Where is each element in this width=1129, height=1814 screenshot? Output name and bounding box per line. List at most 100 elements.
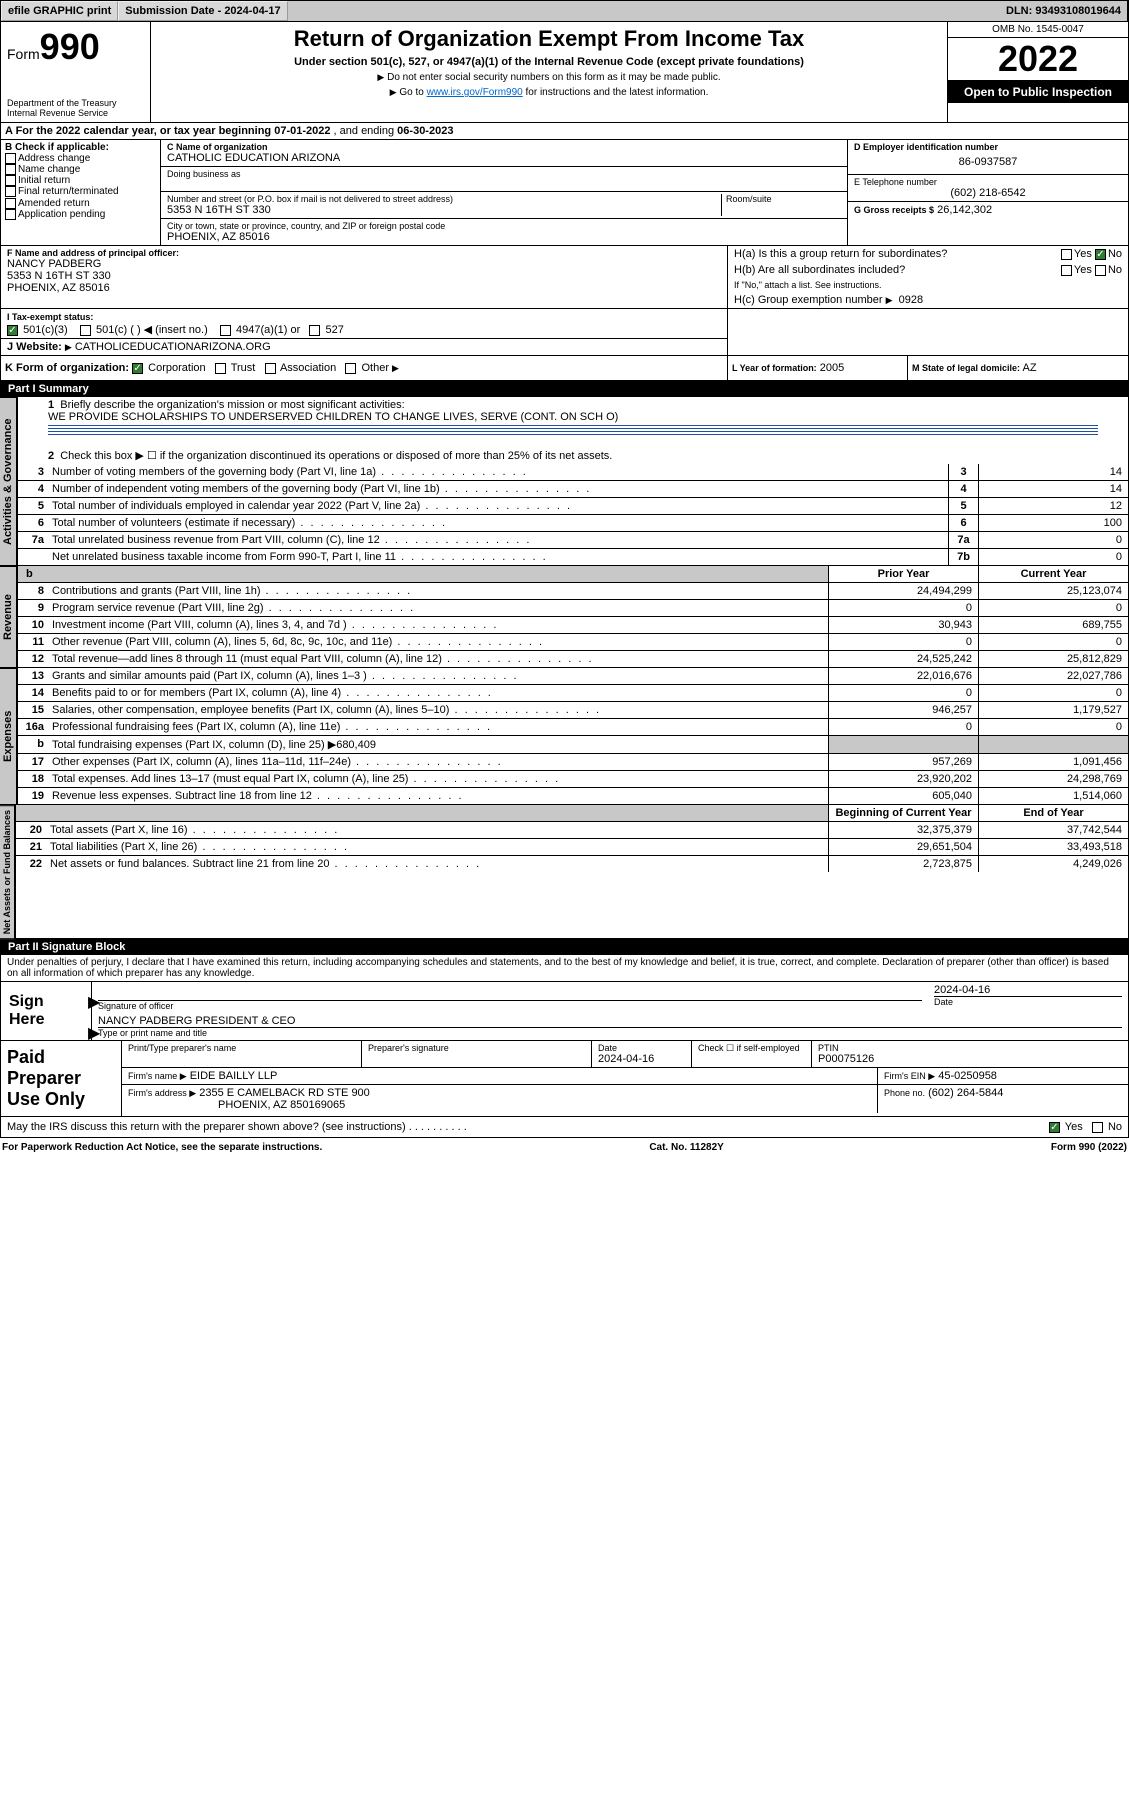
line-num: 6 [18,515,48,531]
line-num [18,549,48,565]
current-value: 4,249,026 [978,856,1128,872]
prior-value: 32,375,379 [828,822,978,838]
efile-print-button[interactable]: efile GRAPHIC print [1,1,118,21]
l2-text: Check this box ▶ ☐ if the organization d… [60,450,612,462]
line-value: 0 [978,532,1128,548]
hb-no-check[interactable] [1095,265,1106,276]
ha-no-label: No [1108,248,1122,260]
current-value: 25,123,074 [978,583,1128,599]
sig-date: 2024-04-16 [934,984,1122,996]
footer-mid: Cat. No. 11282Y [649,1142,723,1153]
line-desc: Total fundraising expenses (Part IX, col… [48,736,828,753]
current-value: 1,091,456 [978,754,1128,770]
prior-value: 957,269 [828,754,978,770]
line-value: 0 [978,549,1128,565]
l1-text: WE PROVIDE SCHOLARSHIPS TO UNDERSERVED C… [48,411,618,423]
hb-question: H(b) Are all subordinates included? [734,264,1061,276]
line-desc: Salaries, other compensation, employee b… [48,702,828,718]
line-num: 16a [18,719,48,735]
check-501c3[interactable]: ✓ [7,325,18,336]
line-num: 8 [18,583,48,599]
current-value: 1,179,527 [978,702,1128,718]
line-num: 17 [18,754,48,770]
check-other[interactable] [345,363,356,374]
hb-yes-check[interactable] [1061,265,1072,276]
check-amended[interactable] [5,198,16,209]
line-desc: Benefits paid to or for members (Part IX… [48,685,828,701]
line-ref: 7a [948,532,978,548]
check-trust[interactable] [215,363,226,374]
firm-ein-label: Firm's EIN ▶ [884,1071,935,1081]
sig-date-label: Date [934,996,1122,1007]
part1-header-text: Part I Summary [8,383,89,395]
ha-yes-check[interactable] [1061,249,1072,260]
opt-4947: 4947(a)(1) or [236,324,300,336]
prior-value: 2,723,875 [828,856,978,872]
ha-question: H(a) Is this a group return for subordin… [734,248,1061,260]
lbl-name-change: Name change [18,164,80,175]
discuss-no-check[interactable] [1092,1122,1103,1133]
current-value: 0 [978,719,1128,735]
line-ref: 4 [948,481,978,497]
form-title-block: Return of Organization Exempt From Incom… [151,22,948,122]
check-app-pending[interactable] [5,209,16,220]
check-initial-return[interactable] [5,175,16,186]
ha-no-check[interactable]: ✓ [1095,249,1106,260]
check-address-change[interactable] [5,153,16,164]
current-value: 0 [978,685,1128,701]
box-k-label: K Form of organization: [5,362,129,374]
city-label: City or town, state or province, country… [167,221,841,231]
discuss-yes-check[interactable]: ✓ [1049,1122,1060,1133]
line-desc: Investment income (Part VIII, column (A)… [48,617,828,633]
firm-name-label: Firm's name ▶ [128,1071,187,1081]
sig-officer-label: Signature of officer [98,1000,922,1011]
period-a-label: A For the 2022 calendar year, or tax yea… [5,125,274,137]
tab-netassets: Net Assets or Fund Balances [0,805,15,939]
current-value: 689,755 [978,617,1128,633]
state-domicile: AZ [1022,362,1036,374]
discuss-no-label: No [1108,1121,1122,1133]
submission-date-button[interactable]: Submission Date - 2024-04-17 [118,1,287,21]
line-num: 15 [18,702,48,718]
officer-addr2: PHOENIX, AZ 85016 [7,282,721,294]
line-num: 21 [16,839,46,855]
check-corp[interactable]: ✓ [132,363,143,374]
line-desc: Total unrelated business revenue from Pa… [48,532,948,548]
tab-expenses: Expenses [0,668,17,805]
prior-value: 30,943 [828,617,978,633]
check-assoc[interactable] [265,363,276,374]
check-527[interactable] [309,325,320,336]
note-goto-pre: Go to [399,87,426,98]
period-mid: , and ending [334,125,398,137]
box-i-label: I Tax-exempt status: [7,312,93,322]
line-value: 14 [978,481,1128,497]
line-num: 22 [16,856,46,872]
lbl-initial-return: Initial return [18,175,70,186]
form990-link[interactable]: www.irs.gov/Form990 [427,87,523,98]
check-4947[interactable] [220,325,231,336]
part1-header: Part I Summary [0,381,1129,397]
line-value: 14 [978,464,1128,480]
box-l-label: L Year of formation: [732,363,817,373]
opt-527: 527 [325,324,343,336]
lbl-address-change: Address change [18,153,90,164]
line-desc: Revenue less expenses. Subtract line 18 … [48,788,828,804]
check-name-change[interactable] [5,164,16,175]
line-num: 12 [18,651,48,667]
line-num: 13 [18,668,48,684]
line-desc: Net assets or fund balances. Subtract li… [46,856,828,872]
check-final-return[interactable] [5,186,16,197]
discuss-yes-label: Yes [1065,1121,1083,1133]
line-desc: Contributions and grants (Part VIII, lin… [48,583,828,599]
line-num: 18 [18,771,48,787]
check-501c[interactable] [80,325,91,336]
org-address: 5353 N 16TH ST 330 [167,204,721,216]
org-name: CATHOLIC EDUCATION ARIZONA [167,152,841,164]
line-desc: Total number of volunteers (estimate if … [48,515,948,531]
box-c-label: C Name of organization [167,142,841,152]
l1-label: Briefly describe the organization's miss… [60,399,404,411]
form-number: 990 [40,26,100,67]
opt-trust: Trust [231,362,256,374]
note-goto-post: for instructions and the latest informat… [523,87,709,98]
discuss-question: May the IRS discuss this return with the… [7,1121,406,1133]
